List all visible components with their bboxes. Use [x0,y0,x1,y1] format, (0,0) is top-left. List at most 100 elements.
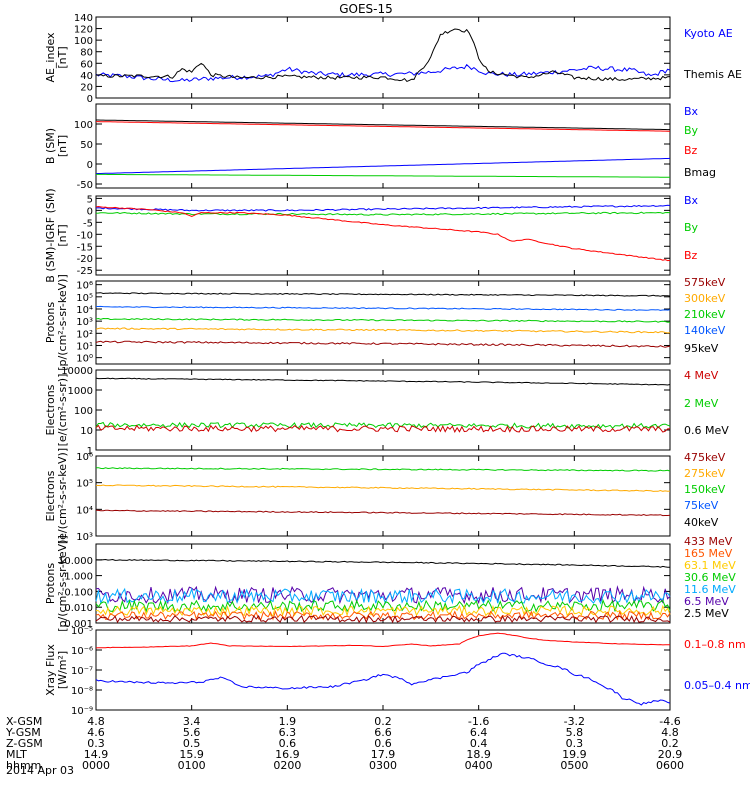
legend-entry: 11.6 MeV [684,583,736,596]
panel-bsm: -50 0 50 100 B (SM) [nT] Bx By Bz Bmag [44,103,716,191]
x-tick-label: 0000 [82,759,110,772]
legend-entry: Kyoto AE [684,27,733,40]
y-axis-label: B (SM)-IGRF (SM) [44,188,57,282]
y-tick-label: 140 [74,13,93,24]
legend-entry: 140keV [684,324,726,337]
chart-title: GOES-15 [339,2,393,16]
y-tick-label: 0.010 [64,603,93,614]
x-tick-label: 4.8 [87,715,105,728]
series-line [95,340,671,348]
legend-entry: 150keV [684,483,726,496]
legend-entry: Bx [684,194,699,207]
y-tick-label: 10⁵ [76,293,93,304]
x-row-label: Y-GSM [5,726,41,739]
y-tick-label: -50 [77,180,93,191]
panel-electrons-mev: 1 10 100 1000 10000 Electrons [e/(cm²-s-sr)] 4 … [44,366,729,457]
x-tick-label: 0.6 [279,737,297,750]
x-tick-label: 0.6 [374,737,392,750]
series-line [95,609,671,621]
y-tick-label: 1.000 [64,572,93,583]
y-axis-label: [e/(cm²-s-sr)] [56,374,69,447]
panel-frame [95,369,671,451]
series-line [95,615,671,624]
y-tick-label: 10⁻⁵ [71,626,93,637]
x-tick-label: 0300 [369,759,397,772]
y-axis-label: Electrons [44,470,57,521]
legend-entry: 40keV [684,516,719,529]
panel-frame [95,543,671,624]
x-row-label: hhmm [6,759,41,772]
y-tick-label: 10⁰ [76,354,93,365]
y-tick-label: 10⁵ [76,479,93,490]
x-tick-label: 15.9 [179,748,204,761]
y-axis-label: [nT] [56,224,69,246]
y-tick-label: 50 [80,140,93,151]
x-tick-label: 4.6 [87,726,105,739]
panel-frame [95,280,671,365]
series-line [95,652,671,706]
legend-entry: Bx [684,105,699,118]
y-tick-label: -15 [77,242,93,253]
x-tick-label: 0200 [273,759,301,772]
x-tick-label: 0600 [656,759,684,772]
series-line [95,157,671,175]
panel-electrons-kev: 10³ 10⁴ 10⁵ 10⁶ Electrons [e/(cm²-s-sr-keV)] 4… [44,448,726,544]
legend-entry: 300keV [684,292,726,305]
legend-entry: 275keV [684,467,726,480]
panel-bigrf: -25-20-15-10-505 B (SM)-IGRF (SM) [nT] Bx By… [44,188,699,282]
panel-frame [95,195,671,276]
legend-entry: 75keV [684,499,719,512]
series-line [95,317,671,323]
legend-entry: 475keV [684,451,726,464]
y-tick-label: 0 [87,206,93,217]
legend-entry: By [684,221,699,234]
y-tick-label: -5 [83,218,93,229]
series-line [95,63,671,83]
x-tick-label: 1.9 [279,715,297,728]
series-line [95,292,671,297]
x-tick-label: 0.3 [566,737,584,750]
y-tick-label: -20 [77,254,93,265]
y-axis-label: [nT] [56,135,69,157]
legend-entry: 6.5 MeV [684,595,729,608]
x-tick-label: 16.9 [275,748,300,761]
x-tick-label: 17.9 [371,748,396,761]
y-tick-label: 0 [87,94,93,105]
x-tick-label: 0.2 [661,737,679,750]
y-tick-label: -10 [77,230,93,241]
y-tick-label: 10⁶ [76,452,93,463]
panel-frame [95,16,671,99]
legend-entry: 575keV [684,276,726,289]
legend-entry: 0.1–0.8 nm [684,638,746,651]
x-tick-label: 0.3 [87,737,105,750]
series-line [95,205,671,262]
y-tick-label: 10³ [76,532,93,543]
x-tick-label: 0.5 [183,737,201,750]
legend-entry: 4 MeV [684,369,719,382]
series-line [95,604,671,617]
series-line [95,424,671,434]
y-tick-label: 5 [87,194,93,205]
y-tick-label: 10⁴ [76,305,93,316]
y-tick-label: 60 [80,59,93,70]
series-line [95,509,671,517]
y-axis-label: [W/m²] [56,651,69,689]
x-tick-label: 3.4 [183,715,201,728]
x-axis-table: X-GSMY-GSMZ-GSMMLThhmm4.84.60.314.900003… [5,715,684,772]
series-line [95,377,671,386]
y-axis-label: AE_index [44,32,57,83]
y-axis-label: Xray Flux [44,644,57,696]
y-tick-label: 10⁻⁷ [71,666,93,677]
legend-entry: 210keV [684,308,726,321]
y-tick-label: 10⁻⁶ [71,646,93,657]
y-axis-label: [nT] [56,46,69,68]
y-tick-label: -25 [77,266,93,277]
x-tick-label: 6.4 [470,726,488,739]
series-line [95,558,670,568]
legend-entry: Bmag [684,166,716,179]
y-tick-label: 100 [74,36,93,47]
x-tick-label: 5.6 [183,726,201,739]
